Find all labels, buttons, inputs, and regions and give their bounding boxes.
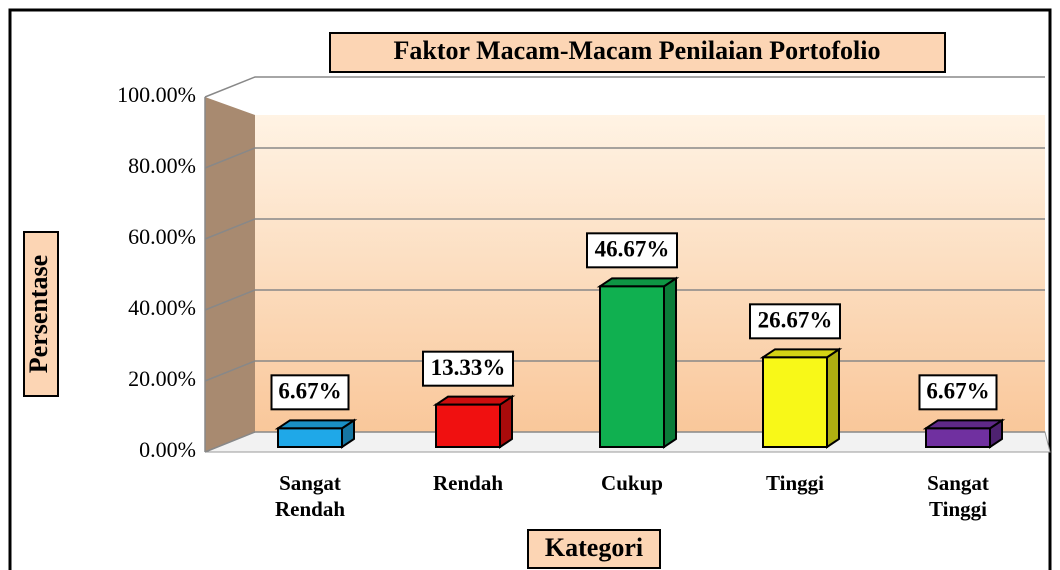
grid-line [204, 289, 1045, 311]
grid-line [204, 218, 1045, 240]
side-wall [205, 97, 255, 452]
x-tick-label: Tinggi [766, 471, 824, 495]
bar-face [435, 403, 501, 448]
value-label-box [749, 303, 841, 340]
bar-face [599, 285, 665, 448]
bar-face [762, 356, 828, 448]
y-tick-label: 0.00% [139, 437, 196, 462]
value-label: 6.67% [278, 379, 341, 404]
x-tick-label: Sangat Tinggi [927, 471, 989, 521]
grid-line [204, 76, 1045, 98]
xlabel-box [527, 529, 661, 569]
x-tick-label: Cukup [601, 471, 663, 495]
bar-face [759, 348, 843, 359]
value-label: 6.67% [926, 379, 989, 404]
grid-line [204, 147, 1045, 169]
value-label: 13.33% [431, 355, 506, 380]
bar-face [432, 395, 516, 406]
y-tick-label: 80.00% [128, 153, 196, 178]
bar [596, 276, 680, 449]
bar-face [277, 427, 343, 448]
bar [759, 347, 843, 449]
y-axis-label: Persentase [24, 255, 53, 373]
value-label: 26.67% [758, 308, 833, 333]
x-axis-label: Kategori [545, 533, 643, 562]
y-tick-label: 40.00% [128, 295, 196, 320]
bar [274, 418, 358, 449]
bar-face [826, 347, 840, 449]
y-tick-label: 100.00% [117, 82, 196, 107]
bar-face [925, 427, 991, 448]
y-tick-label: 60.00% [128, 224, 196, 249]
title-box [329, 32, 946, 73]
bar-face [596, 277, 680, 288]
x-tick-label: Rendah [433, 471, 503, 495]
bar-face [663, 276, 677, 449]
bar-face [274, 419, 358, 430]
x-tick-label: Sangat Rendah [275, 471, 345, 521]
value-label-box [918, 374, 998, 411]
value-label-box [586, 232, 678, 269]
y-tick-label: 20.00% [128, 366, 196, 391]
bar [432, 394, 516, 449]
chart-title: Faktor Macam-Macam Penilaian Portofolio [394, 36, 881, 65]
value-label-box [422, 350, 514, 387]
ylabel-box [23, 231, 59, 397]
value-label-box [270, 374, 350, 411]
value-label: 46.67% [595, 237, 670, 262]
bar-face [922, 419, 1006, 430]
bar [922, 418, 1006, 449]
